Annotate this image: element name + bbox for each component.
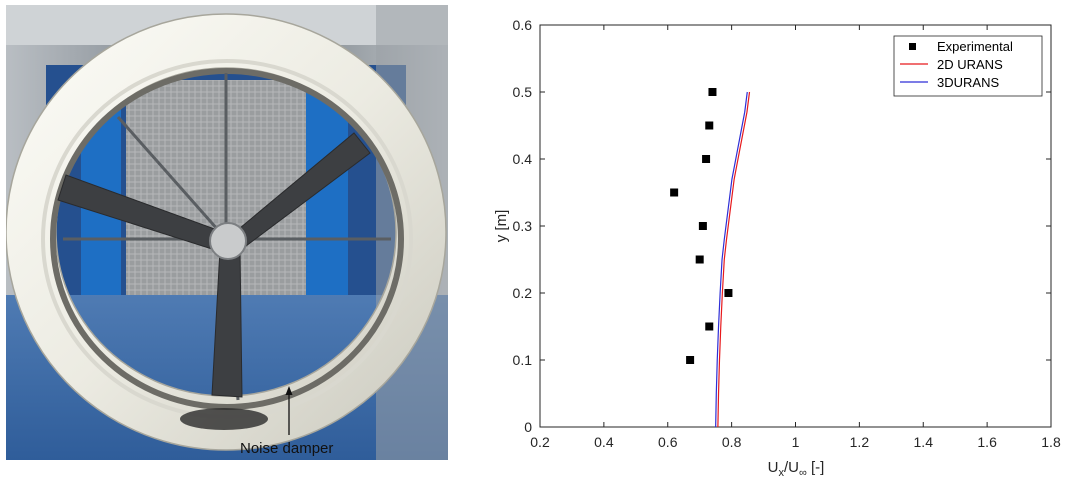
turbine-photo: Noise damper [6,5,448,460]
experimental-point [695,255,704,264]
experimental-point [708,88,717,96]
legend-label-2d-urans: 2D URANS [937,57,1003,72]
noise-damper-annotation: Noise damper [240,386,333,457]
noise-damper-label: Noise damper [240,440,333,457]
x-tick-label: 1.8 [1041,434,1061,450]
turbine-blades [57,132,371,398]
x-tick-label: 0.8 [722,434,742,450]
experimental-point [724,289,733,297]
series-line-3durans [715,91,748,428]
experimental-point [670,188,679,197]
y-tick-label: 0.1 [513,352,533,368]
series-line-2d-urans [717,91,751,428]
x-axis-ticks: 0.2 0.4 0.6 0.8 1 1.2 1.4 1.6 1.8 [530,25,1061,450]
y-axis-ticks: 0 0.1 0.2 0.3 0.4 0.5 0.6 [513,17,1051,435]
x-tick-label: 0.2 [530,434,550,450]
experimental-point [705,121,714,130]
y-tick-label: 0 [524,419,532,435]
y-tick-label: 0.6 [513,17,533,33]
legend-box [893,35,1043,97]
x-tick-label: 1.2 [850,434,870,450]
x-tick-label: 1.6 [977,434,997,450]
x-tick-label: 0.6 [658,434,678,450]
x-tick-label: 1 [792,434,800,450]
experimental-point [686,356,695,364]
legend-label-3d-urans: 3DURANS [937,75,999,90]
experimental-point [702,155,711,163]
data-series [670,88,751,428]
y-tick-label: 0.5 [513,84,533,100]
duct-bottom-shadow [180,408,268,430]
y-tick-label: 0.4 [513,151,533,167]
x-axis-title: Ux/U∞ [-] [768,459,825,479]
legend-label-experimental: Experimental [937,39,1013,54]
experimental-point [705,322,714,331]
experimental-point [698,222,707,230]
velocity-profile-chart: 0.2 0.4 0.6 0.8 1 1.2 1.4 1.6 1.8 00.10.20.30.40… [493,17,1061,479]
legend-marker-experimental [909,43,916,50]
turbine-hub [209,222,247,260]
x-tick-label: 0.4 [594,434,614,450]
y-axis-title: y [m] [493,210,510,243]
y-tick-label: 0.2 [513,285,533,301]
x-tick-label: 1.4 [914,434,934,450]
legend: Experimental 2D URANS 3DURANS [893,35,1043,97]
y-tick-label: 0.3 [513,218,533,234]
